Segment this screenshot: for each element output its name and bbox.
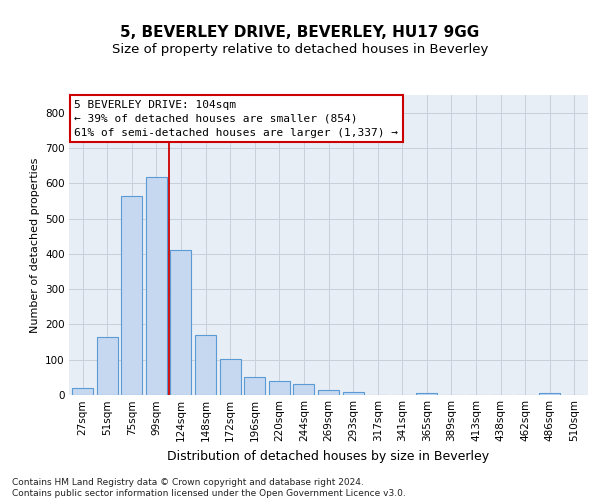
Bar bbox=[170, 250, 191, 395]
Bar bbox=[343, 392, 364, 395]
Bar bbox=[269, 381, 290, 395]
Bar bbox=[72, 388, 93, 395]
Bar bbox=[416, 393, 437, 395]
Bar bbox=[318, 390, 339, 395]
Y-axis label: Number of detached properties: Number of detached properties bbox=[29, 158, 40, 332]
Bar bbox=[220, 358, 241, 395]
Text: 5, BEVERLEY DRIVE, BEVERLEY, HU17 9GG: 5, BEVERLEY DRIVE, BEVERLEY, HU17 9GG bbox=[121, 25, 479, 40]
Bar bbox=[146, 176, 167, 395]
Text: Size of property relative to detached houses in Beverley: Size of property relative to detached ho… bbox=[112, 44, 488, 57]
Bar bbox=[244, 376, 265, 395]
Text: 5 BEVERLEY DRIVE: 104sqm
← 39% of detached houses are smaller (854)
61% of semi-: 5 BEVERLEY DRIVE: 104sqm ← 39% of detach… bbox=[74, 100, 398, 138]
Bar bbox=[539, 392, 560, 395]
Bar bbox=[195, 335, 216, 395]
Bar bbox=[121, 196, 142, 395]
Text: Contains HM Land Registry data © Crown copyright and database right 2024.
Contai: Contains HM Land Registry data © Crown c… bbox=[12, 478, 406, 498]
Bar bbox=[293, 384, 314, 395]
X-axis label: Distribution of detached houses by size in Beverley: Distribution of detached houses by size … bbox=[167, 450, 490, 462]
Bar bbox=[97, 338, 118, 395]
